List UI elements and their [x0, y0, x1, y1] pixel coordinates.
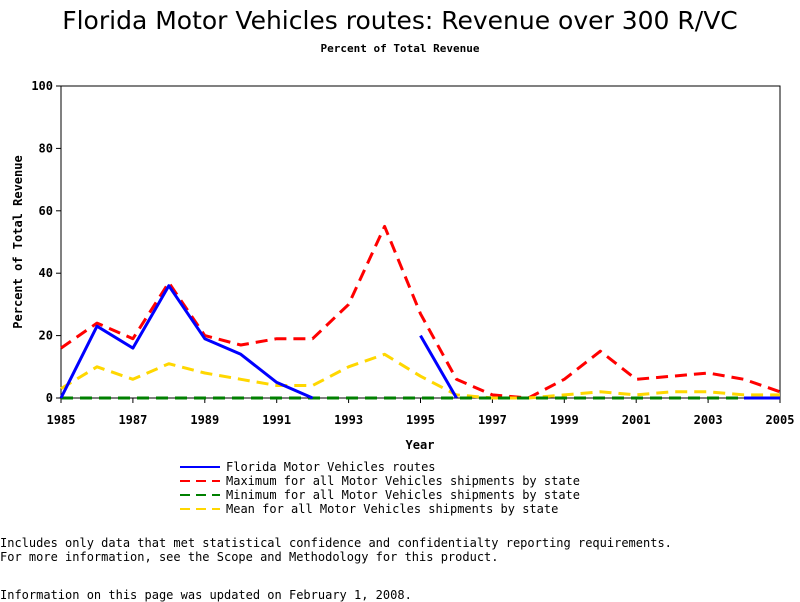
x-tick-label: 1989: [190, 413, 219, 427]
chart-subtitle: Percent of Total Revenue: [320, 42, 480, 55]
legend-swatch: [180, 494, 220, 496]
chart-legend: Florida Motor Vehicles routes Maximum for…: [180, 460, 580, 516]
x-axis-label: Year: [406, 438, 435, 452]
x-tick-label: 2001: [622, 413, 651, 427]
footnote-updated: Information on this page was updated on …: [0, 588, 412, 602]
x-tick-label: 1985: [47, 413, 76, 427]
y-tick-label: 40: [39, 266, 53, 280]
footnote-confidentiality: Includes only data that met statistical …: [0, 536, 672, 550]
x-tick-label: 1999: [550, 413, 579, 427]
footnote-methodology: For more information, see the Scope and …: [0, 550, 499, 564]
legend-label: Florida Motor Vehicles routes: [226, 460, 436, 474]
x-tick-label: 1993: [334, 413, 363, 427]
legend-entry: Florida Motor Vehicles routes: [180, 460, 580, 474]
legend-label: Minimum for all Motor Vehicles shipments…: [226, 488, 581, 502]
y-axis-label: Percent of Total Revenue: [11, 155, 25, 328]
y-tick-label: 100: [31, 79, 53, 93]
x-tick-label: 2003: [694, 413, 723, 427]
chart-title: Florida Motor Vehicles routes: Revenue o…: [62, 6, 738, 35]
x-tick-label: 1995: [406, 413, 435, 427]
chart-series: [59, 224, 781, 400]
series-line-1: [60, 224, 781, 400]
legend-swatch: [180, 466, 220, 468]
legend-entry: Minimum for all Motor Vehicles shipments…: [180, 488, 580, 502]
y-tick-label: 80: [39, 141, 53, 155]
plot-frame: [60, 85, 781, 399]
chart-axes: 1985 1987 1989 1991 1993 1995 1997 1999 2001 2003…: [31, 79, 794, 427]
line-chart: 1985 1987 1989 1991 1993 1995 1997 1999 2001 2003…: [11, 79, 794, 452]
y-tick-label: 60: [39, 204, 53, 218]
legend-swatch: [180, 480, 220, 482]
y-tick-label: 0: [46, 391, 53, 405]
y-tick-label: 20: [39, 329, 53, 343]
x-tick-label: 2005: [766, 413, 795, 427]
legend-label: Maximum for all Motor Vehicles shipments…: [226, 474, 581, 488]
legend-swatch: [180, 508, 220, 510]
x-tick-label: 1997: [478, 413, 507, 427]
legend-label: Mean for all Motor Vehicles shipments by…: [226, 502, 559, 516]
x-tick-label: 1991: [262, 413, 291, 427]
series-line-0: [419, 334, 458, 399]
legend-entry: Maximum for all Motor Vehicles shipments…: [180, 474, 580, 488]
x-tick-label: 1987: [118, 413, 147, 427]
series-line-0: [59, 284, 314, 400]
series-line-3: [60, 352, 780, 400]
legend-entry: Mean for all Motor Vehicles shipments by…: [180, 502, 580, 516]
